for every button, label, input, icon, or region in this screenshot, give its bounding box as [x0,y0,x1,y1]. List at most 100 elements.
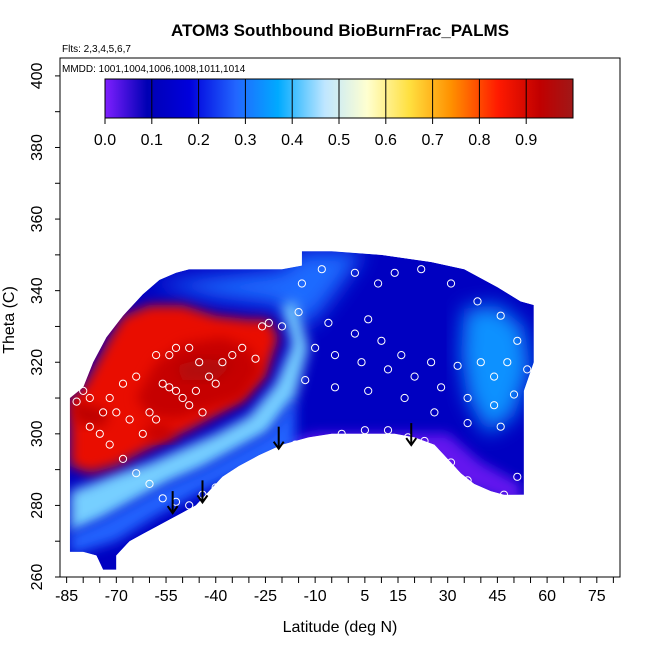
dates-subtitle: MMDD: 1001,1004,1006,1008,1011,1014 [62,64,246,75]
field-region-3 [69,398,110,427]
y-tick-label: 400 [29,62,46,89]
colorbar-tick-label: 0.3 [234,132,256,149]
data-point [297,279,306,288]
down-arrow-icon [405,423,418,447]
data-point [211,483,220,492]
data-point [178,393,187,403]
x-axis: -85 -70 -55 -40 -25 -10 5 15 30 45 60 75 [55,577,614,605]
data-point [251,354,260,363]
field-region-2 [176,358,236,381]
data-point [85,393,94,403]
x-tick-label: -85 [55,588,78,605]
data-point [420,436,429,446]
data-point [417,265,426,274]
data-point [490,372,499,381]
data-point [171,386,181,395]
data-point [463,419,472,428]
y-axis-label: Theta (C) [1,286,18,354]
data-point [264,318,273,327]
y-tick-label: 360 [29,206,46,233]
x-tick-label: 5 [360,588,369,605]
data-point [513,336,522,345]
data-point [171,343,181,352]
data-point [496,422,505,431]
data-point [483,490,492,499]
y-tick-label: 280 [29,492,46,519]
field-layer [69,251,534,570]
colorbar-tick-label: 0.6 [375,132,397,149]
data-point [430,408,439,417]
plot-frame [59,57,621,578]
field-right-blue [460,305,531,434]
data-point [228,351,237,360]
data-point [85,422,94,431]
data-point [132,469,141,478]
x-tick-label: -70 [105,588,128,605]
colorbar-ticks: 0.0 0.1 0.2 0.3 0.4 0.5 0.6 0.7 0.8 0.9 [94,79,537,149]
colorbar-tick-label: 0.7 [421,132,443,149]
y-tick-label: 300 [29,420,46,447]
data-point [526,454,535,463]
data-point [503,358,512,367]
data-point [185,343,194,352]
data-point [152,351,161,360]
data-point [397,351,406,360]
x-tick-label: 60 [538,588,556,605]
data-point [437,383,446,392]
data-point [105,393,114,403]
x-tick-label: -55 [154,588,177,605]
y-tick-label: 380 [29,134,46,161]
flights-subtitle: Flts: 2,3,4,5,6,7 [62,44,131,55]
data-point [350,329,359,338]
observation-points [72,265,535,510]
y-tick-label: 320 [29,349,46,376]
chart-title: ATOM3 Southbound BioBurnFrac_PALMS [171,21,509,40]
data-point [390,268,399,277]
y-axis: 260 280 300 320 340 360 380 400 [29,62,60,590]
x-tick-label: -25 [254,588,277,605]
data-point [79,386,88,395]
data-point [523,365,532,374]
data-point [410,372,419,381]
heatmap-field [69,251,534,570]
data-point [324,318,333,327]
data-point [453,361,462,370]
field-region-4 [142,423,176,441]
data-point [99,408,108,417]
down-arrow-icon [272,426,285,451]
data-point [271,458,280,467]
y-tick-label: 260 [29,564,46,591]
data-point [337,429,346,438]
data-point [374,279,383,288]
x-tick-label: 45 [488,588,506,605]
data-point [112,408,121,417]
data-point [446,458,456,467]
data-point [158,494,167,503]
data-point [238,343,247,352]
data-point [446,279,456,288]
data-point [383,365,393,374]
colorbar-tick-label: 0.4 [281,132,303,149]
data-point [145,408,154,417]
data-point [490,401,499,410]
data-point [118,454,128,463]
data-point [138,429,147,438]
data-point [350,268,359,277]
data-point [330,383,340,392]
data-point [473,297,482,306]
field-upper-blue [149,251,365,327]
data-point [364,315,373,324]
data-point [165,351,174,360]
data-point [383,426,393,435]
colorbar-tick-label: 0.9 [515,132,537,149]
data-point [364,386,373,395]
x-tick-label: -10 [304,588,327,605]
data-point [195,358,204,367]
data-point [463,393,472,403]
data-point [377,336,386,345]
data-point [463,476,472,485]
data-point [95,429,104,438]
colorbar-tick-label: 0.0 [94,132,116,149]
data-point [311,436,320,446]
